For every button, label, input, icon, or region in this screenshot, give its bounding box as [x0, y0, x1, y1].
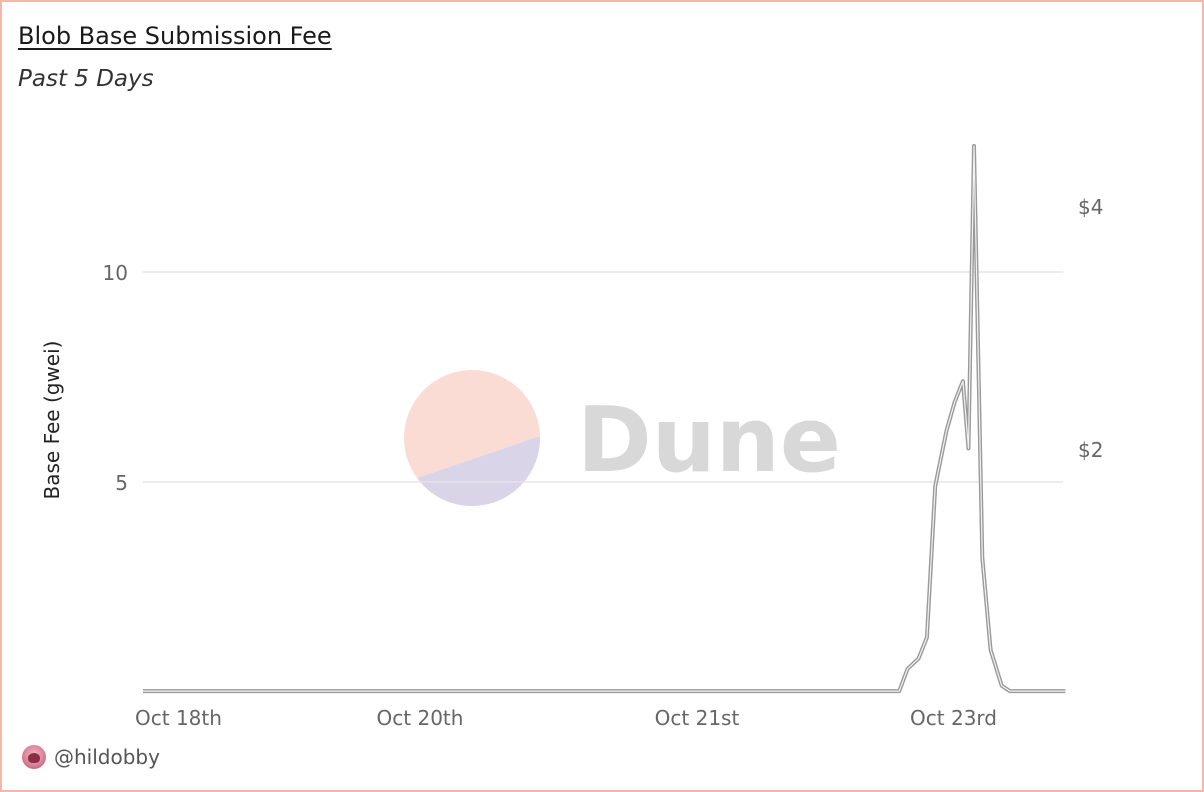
x-tick-label: Oct 18th: [135, 706, 222, 730]
y-axis-label: Base Fee (gwei): [40, 341, 64, 500]
user-avatar-icon[interactable]: [22, 745, 46, 769]
x-tick-label: Oct 21st: [655, 706, 740, 730]
series-line[interactable]: [143, 145, 1066, 692]
watermark-text: Dune: [577, 388, 841, 493]
x-tick-label: Oct 20th: [377, 706, 464, 730]
y-tick-label: 10: [103, 261, 128, 285]
dune-logo-icon: [404, 370, 541, 507]
y-right-tick-label: $4: [1078, 195, 1103, 219]
author-handle[interactable]: @hildobby: [54, 745, 160, 769]
y-right-tick-label: $2: [1078, 438, 1103, 462]
y-tick-label: 5: [115, 471, 128, 495]
author-footer: @hildobby: [22, 745, 160, 769]
dune-watermark: Dune: [404, 370, 841, 507]
x-tick-label: Oct 23rd: [910, 706, 997, 730]
chart-title[interactable]: Blob Base Submission Fee: [18, 22, 332, 50]
chart-subtitle: Past 5 Days: [18, 66, 154, 92]
